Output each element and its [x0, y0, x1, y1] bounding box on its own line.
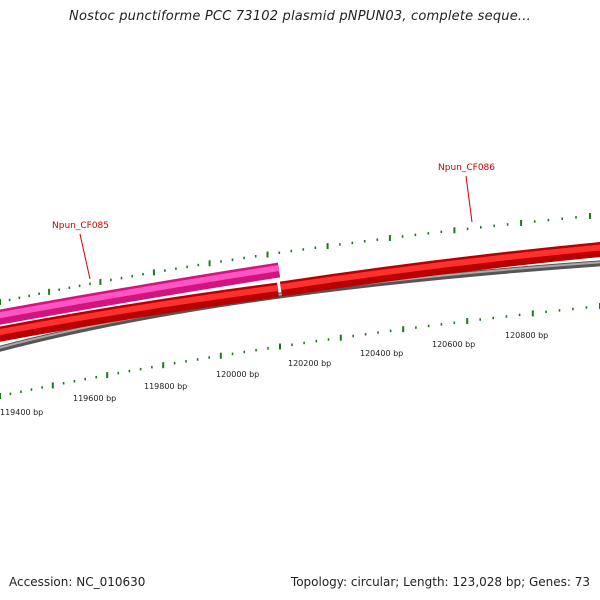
ruler-label: 120200 bp [288, 359, 331, 368]
gene-arrow-npun-cf086-highlight [280, 244, 600, 290]
ruler-label: 120000 bp [216, 370, 259, 379]
inner-tick-ring [0, 303, 600, 399]
ruler-label: 120400 bp [360, 349, 403, 358]
ruler-label: 119800 bp [144, 382, 187, 391]
topology-summary: Topology: circular; Length: 123,028 bp; … [290, 575, 590, 589]
ruler-label: 119400 bp [0, 408, 43, 417]
gene-label-leader-npun-cf085 [79, 233, 91, 280]
outer-tick-ring [0, 213, 591, 305]
accession-text: Accession: NC_010630 [9, 575, 146, 589]
gene-label-npun-cf086[interactable]: Npun_CF086 [438, 163, 495, 173]
map-title: Nostoc punctiforme PCC 73102 plasmid pNP… [69, 9, 531, 24]
gene-label-npun-cf085[interactable]: Npun_CF085 [52, 221, 109, 231]
gene-label-leader-npun-cf086 [465, 175, 473, 223]
gene-arrow-npun-cf085-highlight [0, 265, 280, 319]
ruler-label: 120600 bp [432, 340, 475, 349]
ruler-label: 119600 bp [73, 394, 116, 403]
gene-arrow-forward-left-highlight [0, 285, 279, 336]
ruler-label: 120800 bp [505, 331, 548, 340]
ruler-labels: 119400 bp 119600 bp 119800 bp 120000 bp … [0, 331, 548, 417]
